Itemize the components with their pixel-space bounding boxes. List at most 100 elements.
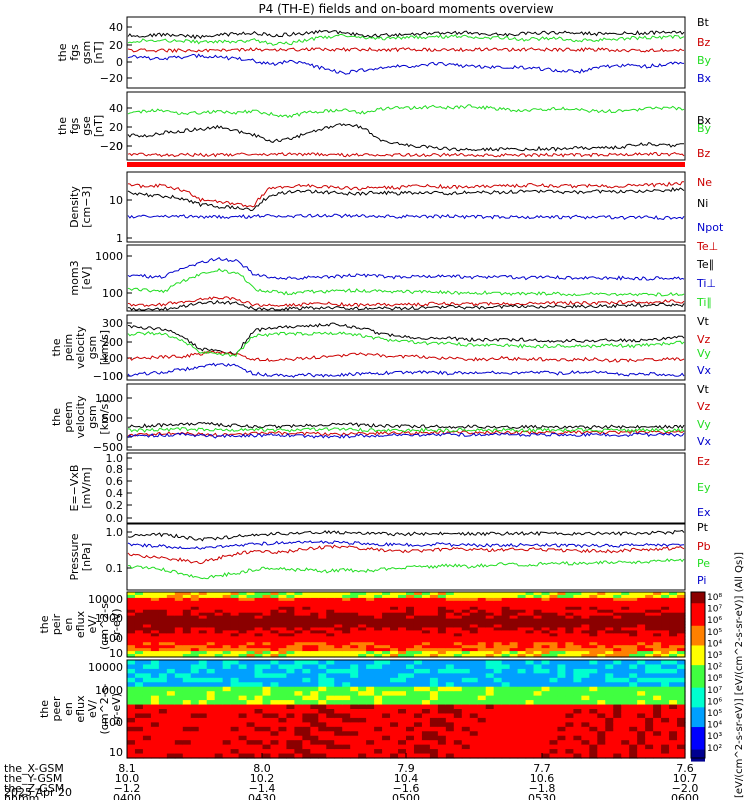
spectrogram-cell xyxy=(573,753,582,759)
spectrogram-cell xyxy=(358,673,367,679)
spectrogram-cell xyxy=(398,713,407,719)
spectrogram-cell xyxy=(398,615,407,620)
x-tick-label: 0600 xyxy=(671,792,699,800)
spectrogram-cell xyxy=(573,636,582,640)
spectrogram-cell xyxy=(597,648,606,652)
spectrogram-cell xyxy=(477,749,487,755)
spectrogram-cell xyxy=(222,627,232,632)
spectrogram-cell xyxy=(374,612,383,617)
spectrogram-cell xyxy=(182,592,192,596)
spectrogram-cell xyxy=(621,609,630,614)
spectrogram-cell xyxy=(629,717,638,723)
spectrogram-cell xyxy=(453,639,463,643)
spectrogram-cell xyxy=(390,677,399,683)
spectrogram-cell xyxy=(342,627,351,632)
spectrogram-cell xyxy=(390,717,399,723)
spectrogram-cell xyxy=(445,612,455,617)
spectrogram-cell xyxy=(406,740,415,746)
spectrogram-cell xyxy=(477,713,487,719)
spectrogram-cell xyxy=(254,704,264,710)
spectrogram-cell xyxy=(286,630,295,634)
spectrogram-cell xyxy=(342,677,351,683)
spectrogram-cell xyxy=(382,651,391,655)
spectrogram-cell xyxy=(254,722,264,728)
series-line-Bt xyxy=(127,29,685,40)
spectrogram-cell xyxy=(134,609,144,614)
spectrogram-cell xyxy=(334,642,343,646)
spectrogram-cell xyxy=(437,753,447,759)
spectrogram-cell xyxy=(573,642,582,646)
spectrogram-cell xyxy=(485,597,495,602)
spectrogram-cell xyxy=(565,753,574,759)
legend-entry: Ez xyxy=(697,455,710,468)
spectrogram-cell xyxy=(238,722,248,728)
colorbar-segment xyxy=(691,724,705,728)
spectrogram-cell xyxy=(445,648,455,652)
spectrogram-cell xyxy=(589,603,598,608)
spectrogram-cell xyxy=(382,753,391,759)
spectrogram-cell xyxy=(198,722,208,728)
spectrogram-cell xyxy=(198,660,208,666)
spectrogram-cell xyxy=(421,612,431,617)
spectrogram-cell xyxy=(374,651,383,655)
spectrogram-cell xyxy=(190,686,200,692)
spectrogram-cell xyxy=(190,592,200,596)
spectrogram-cell xyxy=(621,731,630,737)
spectrogram-cell xyxy=(254,627,264,632)
spectrogram-cell xyxy=(206,627,216,632)
y-axis-label: (cm^2-s- xyxy=(98,684,111,735)
spectrogram-cell xyxy=(469,648,479,652)
spectrogram-cell xyxy=(294,639,303,643)
spectrogram-cell xyxy=(493,673,503,679)
spectrogram-cell xyxy=(198,749,208,755)
spectrogram-cell xyxy=(374,713,383,719)
legend-entry: Bt xyxy=(697,16,710,29)
x-tick-label: 8.1 xyxy=(118,762,136,775)
panel-frame xyxy=(126,171,686,243)
spectrogram-cell xyxy=(302,609,311,614)
spectrogram-cell xyxy=(501,606,511,611)
spectrogram-cell xyxy=(525,677,535,683)
spectrogram-cell xyxy=(230,621,240,626)
spectrogram-cell xyxy=(525,597,535,602)
spectrogram-cell xyxy=(238,592,248,596)
spectrogram-cell xyxy=(174,606,184,611)
spectrogram-cell xyxy=(557,594,567,599)
spectrogram-cell xyxy=(406,660,415,666)
colorbar-segment xyxy=(691,665,705,669)
spectrogram-cell xyxy=(445,726,455,732)
spectrogram-cell xyxy=(278,648,288,652)
spectrogram-cell xyxy=(677,704,686,710)
spectrogram-cell xyxy=(421,639,431,643)
spectrogram-cell xyxy=(222,717,232,723)
spectrogram-cell xyxy=(485,594,495,599)
spectrogram-cell xyxy=(565,603,574,608)
spectrogram-cell xyxy=(453,630,463,634)
spectrogram-cell xyxy=(573,618,582,623)
spectrogram-cell xyxy=(589,592,598,596)
spectrogram-cell xyxy=(374,597,383,602)
spectrogram-cell xyxy=(270,642,280,646)
spectrogram-cell xyxy=(501,686,511,692)
spectrogram-cell xyxy=(445,600,455,605)
spectrogram-cell xyxy=(533,686,543,692)
spectrogram-cell xyxy=(629,606,638,611)
spectrogram-cell xyxy=(286,627,295,632)
spectrogram-cell xyxy=(342,609,351,614)
spectrogram-cell xyxy=(206,731,216,737)
spectrogram-cell xyxy=(294,615,303,620)
spectrogram-cell xyxy=(509,645,519,649)
spectrogram-cell xyxy=(270,597,280,602)
spectrogram-cell xyxy=(669,630,678,634)
spectrogram-cell xyxy=(278,597,288,602)
spectrogram-cell xyxy=(254,668,264,674)
spectrogram-cell xyxy=(669,639,678,643)
spectrogram-cell xyxy=(158,639,168,643)
spectrogram-cell xyxy=(589,630,598,634)
spectrogram-cell xyxy=(645,603,654,608)
spectrogram-cell xyxy=(597,627,606,632)
spectrogram-cell xyxy=(477,722,487,728)
spectrogram-cell xyxy=(461,606,471,611)
spectrogram-cell xyxy=(382,731,391,737)
spectrogram-cell xyxy=(334,660,343,666)
